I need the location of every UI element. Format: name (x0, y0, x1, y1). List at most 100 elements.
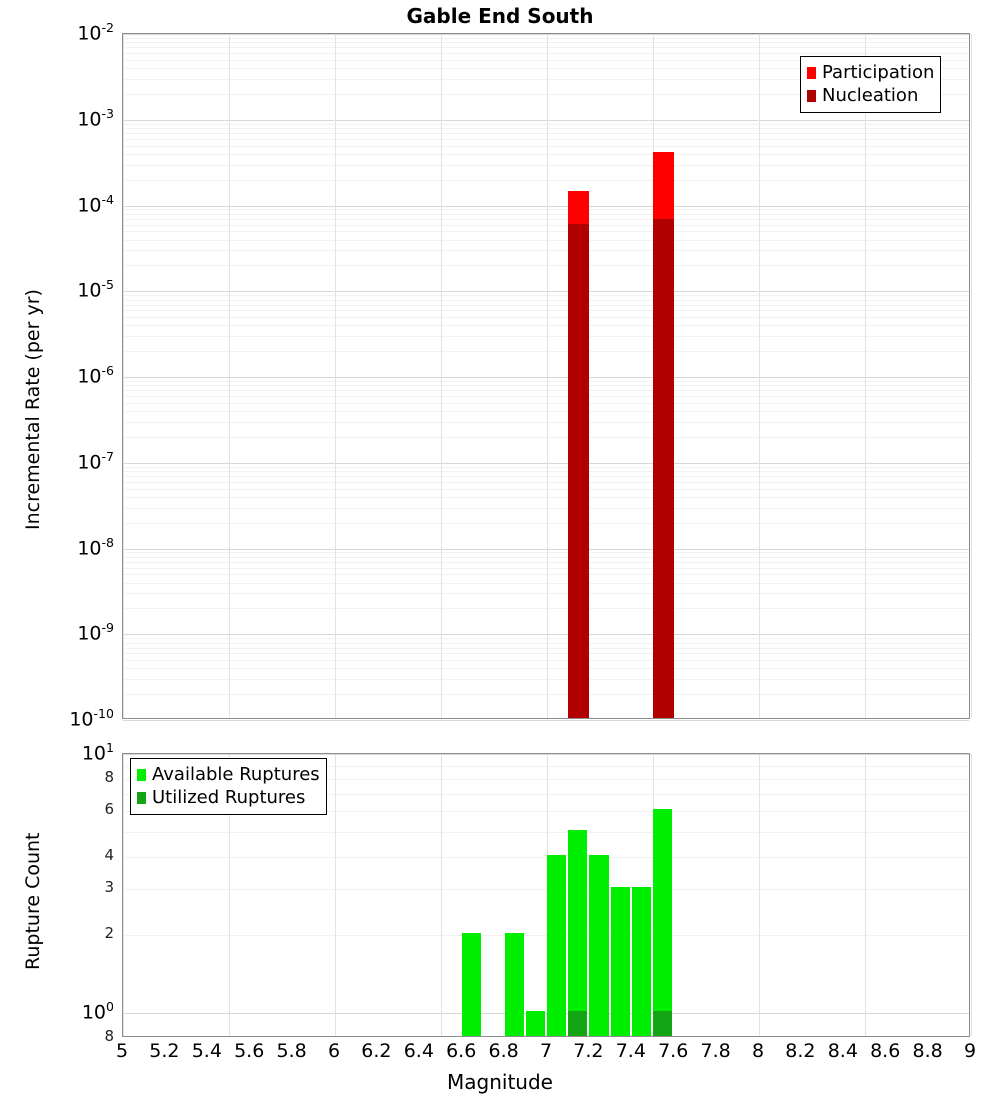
gridline-horizontal (123, 128, 969, 130)
gridline-horizontal (123, 794, 969, 796)
nucleation-bar-segment (653, 218, 675, 718)
gridline-horizontal (123, 380, 969, 382)
x-tick-label: 6.4 (403, 1040, 434, 1062)
gridline-horizontal (123, 668, 969, 670)
x-tick-label: 7 (539, 1040, 553, 1062)
bottom-legend-item-available-ruptures: Available Ruptures (137, 763, 320, 786)
gridline-vertical (123, 754, 124, 1036)
y-tick-label: 10-5 (77, 277, 114, 302)
y-tick-label: 10-8 (77, 534, 114, 559)
gridline-horizontal (123, 556, 969, 558)
legend-label: Participation (822, 61, 935, 83)
y-tick-label: 10-10 (69, 706, 114, 731)
legend-swatch-icon (137, 768, 146, 781)
gridline-horizontal (123, 522, 969, 524)
gridline-horizontal (123, 78, 969, 80)
gridline-horizontal (123, 351, 969, 353)
bottom-panel-y-axis-label: Rupture Count (22, 832, 44, 971)
gridline-horizontal (123, 754, 969, 755)
gridline-horizontal (123, 1012, 969, 1014)
x-tick-label: 5 (115, 1040, 129, 1062)
gridline-horizontal (123, 647, 969, 649)
gridline-horizontal (123, 811, 969, 813)
gridline-horizontal (123, 68, 969, 70)
gridline-horizontal (123, 119, 969, 121)
gridline-horizontal (123, 93, 969, 95)
gridline-horizontal (123, 608, 969, 610)
rate-bar (653, 32, 675, 718)
available-ruptures-bar-segment (589, 855, 609, 1036)
gridline-vertical (971, 754, 972, 1036)
gridline-horizontal (123, 634, 969, 636)
gridline-vertical (229, 34, 230, 718)
legend-label: Utilized Ruptures (152, 786, 306, 808)
gridline-horizontal (123, 209, 969, 211)
x-tick-label: 8.4 (827, 1040, 858, 1062)
gridline-horizontal (123, 59, 969, 61)
x-tick-label: 6 (327, 1040, 341, 1062)
x-tick-label: 6.6 (446, 1040, 477, 1062)
legend-swatch-icon (807, 89, 816, 102)
rupture-count-bar (589, 752, 609, 1036)
gridline-horizontal (123, 720, 969, 721)
x-tick-label: 8.8 (912, 1040, 943, 1062)
gridline-horizontal (123, 205, 969, 207)
gridline-horizontal (123, 411, 969, 413)
y-tick-label: 10-2 (77, 20, 114, 45)
gridline-horizontal (123, 224, 969, 226)
gridline-horizontal (123, 390, 969, 392)
utilized-ruptures-bar-segment (568, 1010, 588, 1036)
y-tick-label: 100 (81, 998, 114, 1024)
x-tick-label: 7.4 (615, 1040, 646, 1062)
available-ruptures-bar-segment (525, 1010, 545, 1036)
bottom-panel-legend: Available Ruptures Utilized Ruptures (130, 758, 327, 815)
gridline-horizontal (123, 133, 969, 135)
gridline-horizontal (123, 779, 969, 781)
available-ruptures-bar-segment (568, 829, 588, 1036)
gridline-horizontal (123, 548, 969, 550)
rupture-count-plot-area (122, 752, 972, 1037)
gridline-horizontal (123, 552, 969, 554)
gridline-horizontal (123, 310, 969, 312)
gridline-horizontal (123, 265, 969, 267)
available-ruptures-bar-segment (631, 887, 651, 1036)
gridline-horizontal (123, 402, 969, 404)
gridline-vertical (971, 34, 972, 718)
gridline-horizontal (123, 765, 969, 767)
rupture-count-bar (504, 752, 524, 1036)
top-panel-legend: Participation Nucleation (800, 56, 942, 113)
top-legend-item-participation: Participation (807, 61, 934, 84)
x-tick-label: 7.8 (700, 1040, 731, 1062)
gridline-horizontal (123, 462, 969, 464)
gridline-horizontal (123, 213, 969, 215)
gridline-horizontal (123, 694, 969, 696)
y-tick-label: 10-6 (77, 363, 114, 388)
y-tick-label: 3 (104, 878, 114, 897)
gridline-vertical (123, 34, 124, 718)
legend-label: Nucleation (822, 84, 919, 106)
gridline-horizontal (123, 37, 969, 39)
gridline-vertical (335, 34, 336, 718)
x-tick-label: 7.2 (573, 1040, 604, 1062)
nucleation-bar-segment (568, 224, 590, 718)
x-tick-label: 5.6 (234, 1040, 265, 1062)
x-tick-label: 8 (751, 1040, 765, 1062)
x-tick-label: 8.2 (785, 1040, 816, 1062)
available-ruptures-bar-segment (653, 809, 673, 1036)
y-tick-label: 8 (104, 768, 114, 787)
gridline-horizontal (123, 336, 969, 338)
gridline-horizontal (123, 471, 969, 473)
x-tick-label: 9 (963, 1040, 977, 1062)
top-legend-item-nucleation: Nucleation (807, 84, 934, 107)
gridline-horizontal (123, 218, 969, 220)
legend-swatch-icon (807, 66, 816, 79)
gridline-horizontal (123, 304, 969, 306)
gridline-horizontal (123, 653, 969, 655)
gridline-vertical (335, 754, 336, 1036)
gridline-horizontal (123, 145, 969, 147)
y-tick-label: 6 (104, 800, 114, 819)
gridline-horizontal (123, 857, 969, 859)
x-tick-label: 7.6 (658, 1040, 689, 1062)
utilized-ruptures-bar-segment (653, 1010, 673, 1036)
